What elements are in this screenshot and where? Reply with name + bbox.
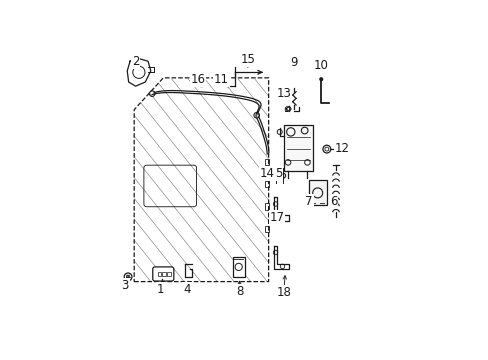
Circle shape	[124, 273, 132, 281]
Text: 12: 12	[334, 142, 349, 155]
Text: 3: 3	[122, 279, 129, 292]
FancyBboxPatch shape	[152, 267, 173, 281]
Circle shape	[280, 173, 285, 178]
Text: 8: 8	[235, 285, 243, 298]
Polygon shape	[232, 257, 244, 278]
Text: 11: 11	[214, 73, 228, 86]
Polygon shape	[284, 125, 312, 171]
Text: 15: 15	[240, 53, 255, 66]
Polygon shape	[274, 197, 289, 221]
Text: 17: 17	[269, 211, 284, 224]
Circle shape	[319, 77, 322, 81]
Text: 1: 1	[157, 283, 164, 296]
Circle shape	[322, 145, 330, 153]
Text: 9: 9	[289, 56, 297, 69]
Text: 16: 16	[190, 73, 205, 86]
Text: 13: 13	[276, 87, 291, 100]
Polygon shape	[308, 180, 326, 205]
Text: 7: 7	[305, 195, 312, 208]
Polygon shape	[274, 246, 289, 269]
Text: 5: 5	[274, 167, 282, 180]
Text: 18: 18	[276, 286, 291, 299]
Text: 10: 10	[313, 59, 328, 72]
Text: 4: 4	[183, 283, 190, 296]
Polygon shape	[127, 58, 150, 86]
Circle shape	[273, 173, 278, 178]
Text: 14: 14	[259, 167, 274, 180]
Text: 2: 2	[132, 55, 139, 68]
Text: 6: 6	[329, 195, 337, 208]
